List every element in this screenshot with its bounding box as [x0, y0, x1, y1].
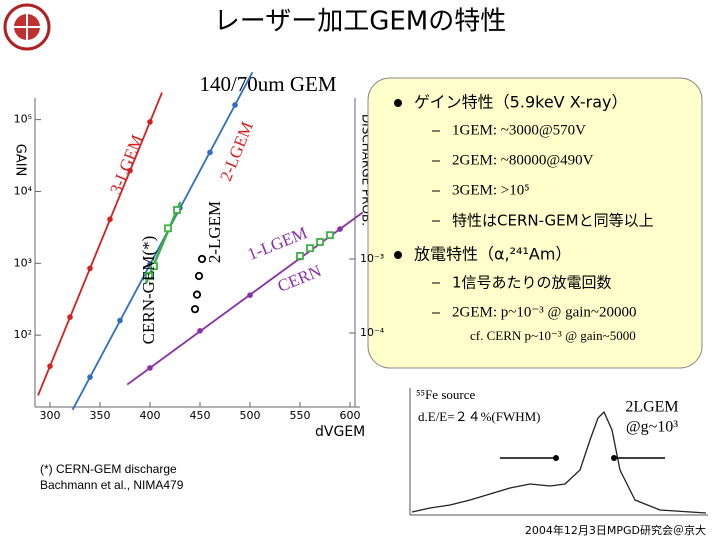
point: [47, 363, 53, 369]
x-tick-label: 400: [140, 409, 161, 422]
sub-bullet: 特性はCERN-GEMと同等以上: [452, 212, 654, 230]
bullet: 放電特性（α,²⁴¹Am）: [414, 245, 571, 264]
point: [164, 224, 172, 233]
point: [67, 314, 73, 320]
point: [197, 327, 203, 334]
x-tick-label: 600: [340, 409, 361, 422]
point: [147, 365, 153, 371]
x-tick-label: 450: [190, 409, 211, 422]
point: [127, 167, 133, 174]
spectrum-label: @g~10³: [626, 419, 678, 436]
footer: 2004年12月3日MPGD研究会＠京大: [525, 523, 706, 537]
fit-line: [37, 92, 163, 396]
point: [306, 244, 314, 253]
point: [145, 272, 153, 280]
y2-tick-label: 10⁻³: [360, 252, 384, 265]
point: [87, 265, 93, 272]
point: [117, 317, 123, 324]
logo: [3, 3, 51, 51]
slide-title: レーザー加工GEMの特性: [214, 7, 507, 37]
x-tick-label: 550: [290, 409, 311, 422]
bullet: ゲイン特性（5.9keV X-ray）: [414, 93, 628, 112]
spectrum-resolution: d.E/E=２４%(FWHM): [418, 409, 541, 424]
point: [247, 292, 253, 298]
series-label: 2-LGEM: [205, 201, 224, 263]
plot-title: 140/70um GEM: [199, 72, 336, 96]
point: [107, 216, 113, 223]
sub-bullet: 3GEM: >10⁵: [452, 182, 529, 198]
y-tick-label: 10²: [14, 328, 32, 341]
x-tick-label: 350: [90, 409, 111, 422]
sub-bullet: 1GEM: ~3000@570V: [452, 122, 586, 138]
point: [197, 254, 207, 264]
point: [316, 238, 324, 246]
y-tick-label: 10³: [14, 256, 32, 269]
plot-frame: [12, 92, 364, 428]
point: [207, 149, 213, 156]
x-tick-label: 500: [240, 409, 261, 422]
point: [194, 271, 204, 281]
point: [87, 374, 93, 380]
sub-bullet: 2GEM: ~80000@490V: [452, 152, 594, 168]
footnote: Bachmann et al., NIMA479: [40, 478, 184, 492]
bullet-dot: [394, 99, 402, 107]
point: [192, 290, 202, 299]
note: cf. CERN p~10⁻³ @ gain~5000: [470, 328, 636, 343]
y-tick-label: 10⁵: [14, 113, 32, 126]
point: [147, 119, 153, 125]
spectrum-panel: [392, 386, 710, 520]
y-tick-label: 10⁴: [14, 184, 33, 197]
fit-line: [144, 201, 182, 285]
bullet-box: [367, 77, 703, 369]
point: [190, 305, 200, 314]
point: [337, 226, 343, 232]
spectrum-label: 2LGEM: [625, 399, 678, 416]
point: [150, 262, 158, 271]
x-tick-label: 300: [40, 409, 61, 422]
point: [326, 231, 334, 240]
sub-bullet: 2GEM: p~10⁻³ @ gain~20000: [452, 304, 637, 320]
point: [173, 206, 181, 214]
point: [296, 252, 304, 260]
series-label: CERN-GEM(*): [139, 236, 158, 345]
footnote: (*) CERN-GEM discharge: [40, 462, 177, 476]
sub-bullet: 1信号あたりの放電回数: [452, 274, 612, 292]
y2-tick-label: 10⁻⁴: [360, 326, 385, 339]
x-label: dVGEM: [315, 424, 365, 440]
point: [232, 102, 238, 108]
bullet-dot: [394, 251, 402, 259]
spectrum-source: ⁵⁵Fe source: [416, 387, 475, 402]
y-label: GAIN: [13, 144, 28, 177]
